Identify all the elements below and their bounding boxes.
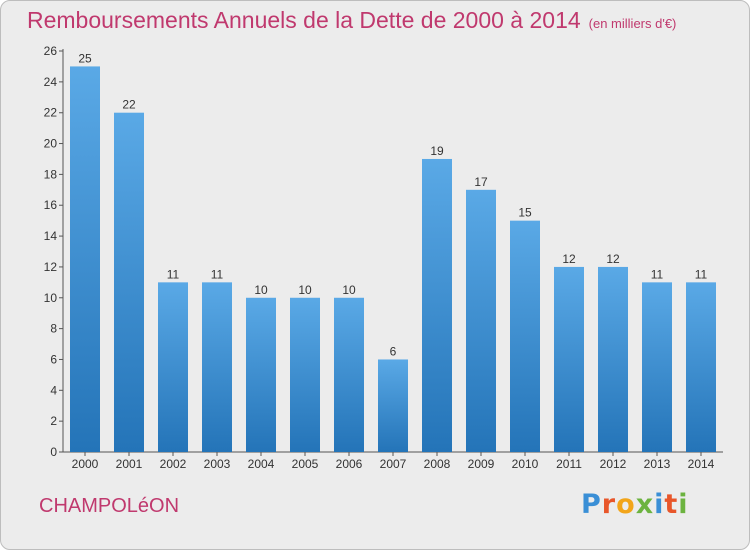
y-tick-label: 4 xyxy=(50,383,57,397)
logo-letter: P xyxy=(581,489,602,520)
y-tick-label: 18 xyxy=(44,167,58,181)
logo-letter: i xyxy=(654,489,665,520)
x-tick-label: 2004 xyxy=(248,457,275,471)
bar-value-label: 25 xyxy=(78,51,92,65)
x-tick-label: 2008 xyxy=(424,457,451,471)
bar-value-label: 22 xyxy=(122,98,136,112)
bar-value-label: 15 xyxy=(518,206,532,220)
bar xyxy=(598,266,628,452)
bar-value-label: 12 xyxy=(606,252,620,266)
y-tick-label: 8 xyxy=(50,322,57,336)
x-tick-label: 2000 xyxy=(72,457,99,471)
bar xyxy=(334,297,364,452)
x-tick-label: 2003 xyxy=(204,457,231,471)
y-tick-label: 22 xyxy=(44,106,58,120)
logo-letter: i xyxy=(678,489,689,520)
x-tick-label: 2002 xyxy=(160,457,187,471)
bar xyxy=(686,282,716,452)
bar-value-label: 11 xyxy=(167,267,180,281)
bar-value-label: 10 xyxy=(342,283,356,297)
x-tick-label: 2011 xyxy=(556,457,582,471)
y-tick-label: 16 xyxy=(44,198,58,212)
bar xyxy=(70,66,100,452)
y-tick-label: 10 xyxy=(44,291,58,305)
commune-name: CHAMPOLéON xyxy=(39,495,180,517)
x-tick-label: 2007 xyxy=(380,457,407,471)
logo-letter: o xyxy=(616,489,636,520)
bar xyxy=(422,158,452,452)
bar xyxy=(510,220,540,452)
x-tick-label: 2005 xyxy=(292,457,319,471)
y-tick-label: 24 xyxy=(44,75,58,89)
chart-title: Remboursements Annuels de la Dette de 20… xyxy=(27,7,676,34)
y-tick-label: 0 xyxy=(50,445,57,459)
bar-value-label: 17 xyxy=(474,175,488,189)
x-tick-label: 2014 xyxy=(688,457,715,471)
chart-title-unit: (en milliers d'€) xyxy=(588,16,677,31)
bar xyxy=(554,266,584,452)
logo-letter: t xyxy=(664,489,679,520)
bar xyxy=(158,282,188,452)
bar-value-label: 10 xyxy=(254,283,268,297)
bar-value-label: 6 xyxy=(390,344,397,358)
y-tick-label: 2 xyxy=(50,414,57,428)
chart-title-main: Remboursements Annuels de la Dette de 20… xyxy=(27,7,581,33)
y-tick-label: 14 xyxy=(44,229,58,243)
proxiti-logo: Proxiti xyxy=(581,489,689,520)
y-tick-label: 20 xyxy=(44,137,58,151)
x-tick-label: 2006 xyxy=(336,457,363,471)
x-tick-label: 2013 xyxy=(644,457,671,471)
bar xyxy=(466,189,496,453)
x-tick-label: 2012 xyxy=(600,457,627,471)
x-tick-label: 2010 xyxy=(512,457,539,471)
y-tick-label: 26 xyxy=(44,44,58,58)
bar-value-label: 11 xyxy=(651,267,664,281)
bar-value-label: 11 xyxy=(695,267,708,281)
logo-letter: r xyxy=(601,489,617,520)
y-tick-label: 12 xyxy=(44,260,58,274)
bar xyxy=(290,297,320,452)
bar xyxy=(642,282,672,452)
bar-value-label: 11 xyxy=(211,267,224,281)
bar-value-label: 10 xyxy=(298,283,312,297)
bar xyxy=(378,359,408,452)
x-tick-label: 2001 xyxy=(116,457,143,471)
bar-value-label: 12 xyxy=(562,252,576,266)
logo-letter: x xyxy=(635,489,655,520)
bar xyxy=(246,297,276,452)
y-tick-label: 6 xyxy=(50,352,57,366)
bar xyxy=(202,282,232,452)
bar xyxy=(114,112,144,452)
x-tick-label: 2009 xyxy=(468,457,495,471)
bar-value-label: 19 xyxy=(430,144,444,158)
